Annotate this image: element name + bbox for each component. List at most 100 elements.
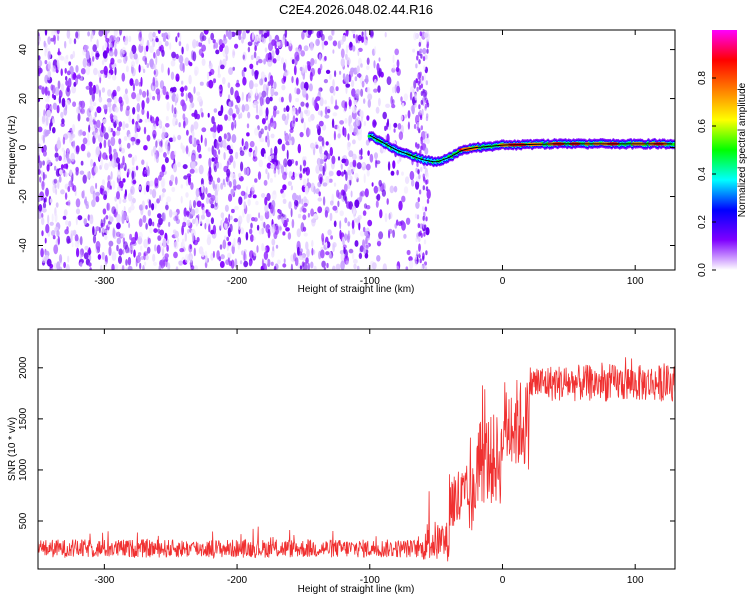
spectrogram-cell <box>404 176 410 184</box>
spectrogram-cell <box>88 124 91 133</box>
spectrogram-cell <box>143 252 146 261</box>
spectrogram-cell <box>426 30 429 34</box>
spectrogram-cell <box>92 84 97 95</box>
spectrogram-cell <box>195 188 200 198</box>
spectrogram-cell <box>257 171 262 180</box>
spectrogram-cell <box>38 204 43 212</box>
spectrogram-cell <box>129 79 134 84</box>
spectrogram-cell <box>38 126 43 133</box>
spectrogram-cell <box>126 105 130 111</box>
spectrogram-cell <box>166 196 172 203</box>
spectrogram-cell <box>258 130 262 139</box>
spectrogram-cell <box>210 200 213 205</box>
y-tick-label: -20 <box>18 189 29 204</box>
spectrogram-cell <box>146 110 150 120</box>
spectrogram-cell <box>210 204 215 209</box>
spectrogram-cell <box>46 164 50 172</box>
spectrogram-cell <box>307 212 310 218</box>
spectrogram-cell <box>185 43 189 52</box>
spectrogram-cell <box>208 79 214 89</box>
spectrogram-cell <box>231 208 235 214</box>
spectrogram-cell <box>382 263 387 270</box>
spectrogram-cell <box>388 213 391 220</box>
x-tick-label: -300 <box>94 575 114 586</box>
spectrogram-cell <box>270 77 274 87</box>
spectrogram-cell <box>425 132 428 138</box>
spectrogram-cell <box>314 59 317 65</box>
spectrogram-cell <box>56 139 62 150</box>
spectrogram-cell <box>56 59 60 68</box>
spectrogram-cell <box>424 266 428 270</box>
spectrogram-cell <box>400 96 403 102</box>
spectrogram-cell <box>340 48 345 59</box>
spectrogram-cell <box>328 143 331 149</box>
colorbar-tick-label: 0.0 <box>697 263 708 277</box>
spectrogram-cell <box>56 105 60 114</box>
spectrogram-cell <box>181 80 184 85</box>
spectrogram-cell <box>118 96 123 104</box>
spectrogram-cell <box>240 190 246 197</box>
spectrogram-cell <box>192 218 196 225</box>
spectrogram-cell <box>49 105 54 111</box>
spectrogram-cell <box>353 258 358 264</box>
spectrogram-cell <box>243 260 249 268</box>
spectrogram-cell <box>74 234 79 242</box>
spectrogram-cell <box>335 263 341 270</box>
spectrogram-cell <box>180 195 183 204</box>
spectrogram-cell <box>134 78 139 87</box>
spectrogram-cell <box>118 255 122 264</box>
spectrogram-cell <box>273 81 277 90</box>
spectrogram-cell <box>329 200 334 206</box>
spectrogram-cell <box>247 111 251 119</box>
spectrogram-cell <box>60 56 65 61</box>
spectrogram-cell <box>174 95 177 106</box>
spectrogram-cell <box>65 76 68 81</box>
spectrogram-cell <box>332 40 338 47</box>
spectrogram-cell <box>276 54 281 61</box>
spectrogram-cell <box>153 228 158 234</box>
spectrogram-cell <box>361 31 364 37</box>
spectrogram-cell <box>396 59 400 68</box>
spectrogram-cell <box>322 182 328 187</box>
spectrogram-cell <box>276 259 281 265</box>
spectrogram-cell <box>295 117 299 123</box>
spectrogram-cell <box>194 207 199 214</box>
spectrogram-cell <box>40 170 44 176</box>
spectrogram-cell <box>356 265 360 270</box>
spectrogram-cell <box>288 201 292 210</box>
spectrogram-cell <box>196 113 201 120</box>
spectrogram-cell <box>62 215 67 220</box>
spectrogram-cell <box>333 130 336 141</box>
spectrogram-cell <box>421 75 424 81</box>
spectrogram-cell <box>406 249 411 256</box>
spectrogram-cell <box>243 67 247 72</box>
spectrogram-cell <box>420 232 423 238</box>
spectrogram-cell <box>168 221 171 227</box>
spectrogram-y-label: Frequency (Hz) <box>7 116 18 185</box>
spectrogram-cell <box>171 104 174 114</box>
spectrogram-cell <box>109 216 114 223</box>
spectrogram-cell <box>145 45 149 52</box>
spectrogram-cell <box>47 50 52 60</box>
spectrogram-cell <box>65 80 69 86</box>
spectrogram-cell <box>396 85 401 94</box>
spectrogram-cell <box>123 193 127 200</box>
spectrogram-cell <box>340 57 345 68</box>
spectrogram-cell <box>320 110 323 117</box>
spectrogram-cell <box>304 64 308 74</box>
spectrogram-cell <box>52 235 56 240</box>
spectrogram-cell <box>85 203 90 210</box>
spectrogram-cell <box>239 150 245 157</box>
spectrogram-cell <box>218 84 223 90</box>
spectrogram-cell <box>295 97 300 103</box>
spectrogram-cell <box>271 238 276 246</box>
spectrogram-cell <box>149 180 154 187</box>
spectrogram-cell <box>292 192 297 201</box>
spectrogram-cell <box>276 41 281 46</box>
spectrogram-cell <box>415 250 419 256</box>
spectrogram-cell <box>422 215 425 221</box>
spectrogram-cell <box>415 237 418 243</box>
spectrogram-cell <box>318 164 324 172</box>
spectrogram-cell <box>366 169 370 177</box>
spectrogram-cell <box>101 122 104 133</box>
